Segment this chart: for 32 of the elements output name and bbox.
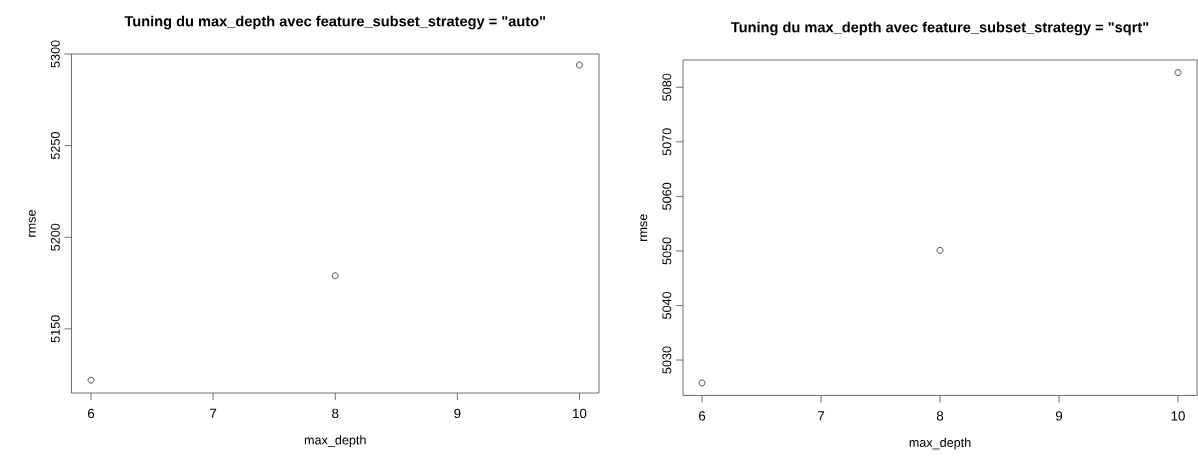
y-tick-label: 5080 bbox=[662, 73, 672, 101]
y-tick-label: 5250 bbox=[50, 132, 60, 160]
x-tick-label: 8 bbox=[332, 408, 339, 419]
x-tick-label: 10 bbox=[1171, 411, 1185, 421]
y-tick-label: 5200 bbox=[50, 223, 60, 251]
y-tick-label: 5030 bbox=[662, 346, 672, 374]
y-axis-title: rmse bbox=[28, 210, 36, 237]
point bbox=[576, 61, 583, 69]
y-axis-title: rmse bbox=[640, 214, 648, 241]
y-tick-label: 5040 bbox=[662, 291, 672, 320]
y-tick-label: 5060 bbox=[662, 182, 672, 210]
x-tick-label: 7 bbox=[818, 411, 825, 421]
x-tick-label: 9 bbox=[454, 408, 461, 419]
x-tick-label: 8 bbox=[936, 411, 944, 421]
point bbox=[1174, 69, 1182, 76]
x-tick-label: 6 bbox=[88, 408, 95, 419]
point bbox=[87, 376, 95, 384]
x-tick-label: 9 bbox=[1055, 411, 1063, 421]
y-tick-label: 5050 bbox=[662, 237, 672, 265]
y-tick-label: 5300 bbox=[50, 40, 60, 68]
point bbox=[698, 379, 706, 387]
y-tick-label: 5150 bbox=[50, 315, 60, 343]
x-tick-label: 10 bbox=[573, 408, 587, 419]
point bbox=[331, 272, 339, 280]
chart-title: Tuning du max_depth avec feature_subset_strategy = "sqrt" bbox=[730, 21, 1149, 36]
x-axis-title: max_depth bbox=[304, 435, 366, 447]
x-tick-label: 6 bbox=[699, 411, 706, 421]
x-axis-title: max_depth bbox=[909, 437, 971, 450]
point bbox=[936, 247, 944, 254]
y-tick-label: 5070 bbox=[662, 128, 672, 156]
chart-title: Tuning du max_depth avec feature_subset_strategy = "auto" bbox=[124, 15, 546, 30]
x-tick-label: 7 bbox=[210, 408, 217, 418]
